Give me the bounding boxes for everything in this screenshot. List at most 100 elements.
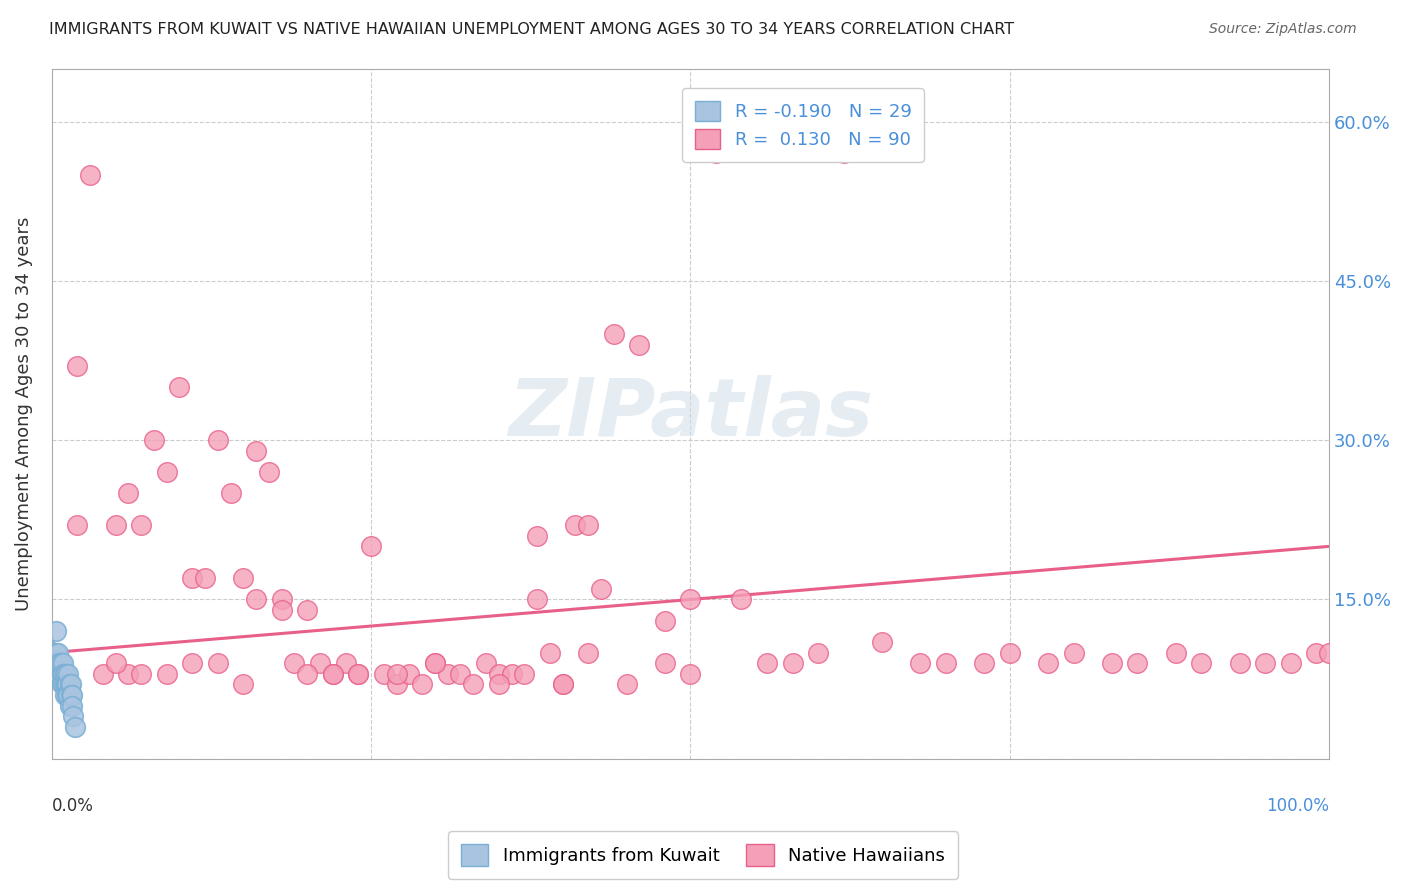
Point xyxy=(232,677,254,691)
Point xyxy=(129,518,152,533)
Point xyxy=(283,657,305,671)
Point xyxy=(53,677,76,691)
Point xyxy=(156,666,179,681)
Point xyxy=(335,657,357,671)
Point xyxy=(58,688,80,702)
Point xyxy=(628,337,651,351)
Point xyxy=(1305,646,1327,660)
Point xyxy=(46,646,69,660)
Point xyxy=(52,657,75,671)
Point xyxy=(654,657,676,671)
Point xyxy=(55,677,77,691)
Point xyxy=(679,592,702,607)
Text: ZIPatlas: ZIPatlas xyxy=(508,375,873,452)
Point xyxy=(513,666,536,681)
Point xyxy=(551,677,574,691)
Point xyxy=(181,571,204,585)
Point xyxy=(1101,657,1123,671)
Point xyxy=(79,168,101,182)
Point xyxy=(973,657,995,671)
Point xyxy=(46,666,69,681)
Point xyxy=(270,603,292,617)
Point xyxy=(1317,646,1340,660)
Point xyxy=(526,529,548,543)
Point xyxy=(360,540,382,554)
Point xyxy=(1126,657,1149,671)
Point xyxy=(679,666,702,681)
Point xyxy=(576,646,599,660)
Point xyxy=(52,677,75,691)
Point xyxy=(62,709,84,723)
Point xyxy=(142,433,165,447)
Point xyxy=(309,657,332,671)
Point xyxy=(45,646,67,660)
Point xyxy=(156,465,179,479)
Point xyxy=(463,677,485,691)
Point xyxy=(782,657,804,671)
Point xyxy=(322,666,344,681)
Point xyxy=(832,146,855,161)
Point xyxy=(245,592,267,607)
Point xyxy=(66,518,89,533)
Point xyxy=(756,657,779,671)
Point xyxy=(616,677,638,691)
Point xyxy=(1063,646,1085,660)
Text: 100.0%: 100.0% xyxy=(1265,797,1329,814)
Point xyxy=(730,592,752,607)
Point xyxy=(1229,657,1251,671)
Point xyxy=(603,326,626,341)
Point xyxy=(219,486,242,500)
Point xyxy=(52,666,75,681)
Point xyxy=(910,657,932,671)
Point xyxy=(704,146,727,161)
Point xyxy=(488,677,510,691)
Point xyxy=(45,657,67,671)
Point xyxy=(59,677,82,691)
Point xyxy=(935,657,957,671)
Point xyxy=(1279,657,1302,671)
Text: 0.0%: 0.0% xyxy=(52,797,94,814)
Point xyxy=(169,380,191,394)
Point xyxy=(91,666,114,681)
Point xyxy=(207,433,229,447)
Point xyxy=(129,666,152,681)
Point xyxy=(450,666,472,681)
Point xyxy=(117,486,139,500)
Point xyxy=(475,657,498,671)
Point xyxy=(347,666,370,681)
Legend: R = -0.190   N = 29, R =  0.130   N = 90: R = -0.190 N = 29, R = 0.130 N = 90 xyxy=(682,88,924,162)
Point xyxy=(53,688,76,702)
Point xyxy=(207,657,229,671)
Point xyxy=(295,603,318,617)
Point xyxy=(347,666,370,681)
Point xyxy=(104,518,127,533)
Point xyxy=(104,657,127,671)
Point xyxy=(59,698,82,713)
Point xyxy=(48,657,70,671)
Text: Source: ZipAtlas.com: Source: ZipAtlas.com xyxy=(1209,22,1357,37)
Point xyxy=(807,646,830,660)
Point xyxy=(501,666,523,681)
Point xyxy=(53,666,76,681)
Point xyxy=(51,677,73,691)
Point xyxy=(998,646,1021,660)
Point xyxy=(194,571,217,585)
Point xyxy=(538,646,561,660)
Point xyxy=(66,359,89,373)
Point xyxy=(60,698,83,713)
Point xyxy=(1254,657,1277,671)
Point xyxy=(551,677,574,691)
Point xyxy=(576,518,599,533)
Point xyxy=(49,657,72,671)
Point xyxy=(423,657,446,671)
Point xyxy=(60,688,83,702)
Point xyxy=(59,688,82,702)
Point xyxy=(870,635,893,649)
Point xyxy=(589,582,612,596)
Point xyxy=(232,571,254,585)
Point xyxy=(1036,657,1059,671)
Point xyxy=(117,666,139,681)
Point xyxy=(59,677,82,691)
Point xyxy=(436,666,458,681)
Point xyxy=(564,518,586,533)
